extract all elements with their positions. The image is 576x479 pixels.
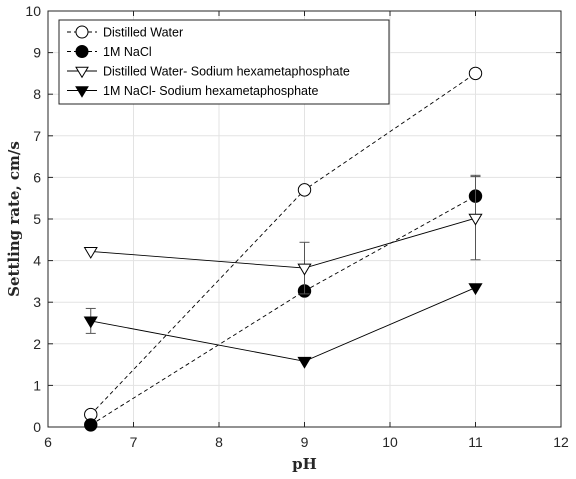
legend-entry: 1M NaCl- Sodium hexametaphosphate: [103, 84, 318, 98]
y-tick-label: 5: [33, 211, 41, 227]
y-tick-label: 4: [33, 253, 41, 269]
data-point: [83, 316, 98, 329]
data-point: [83, 247, 98, 259]
series-2: [84, 174, 483, 432]
y-tick-label: 10: [25, 3, 41, 19]
y-tick-label: 2: [33, 336, 41, 352]
x-tick-label: 11: [468, 434, 483, 450]
series-1: [84, 66, 483, 422]
y-tick-label: 3: [33, 294, 41, 310]
data-point: [297, 263, 312, 276]
data-point: [468, 213, 483, 226]
x-tick-label: 6: [44, 434, 52, 450]
y-tick-label: 1: [33, 377, 41, 393]
series-line: [90, 195, 476, 426]
y-tick-label: 7: [33, 128, 41, 144]
x-tick-label: 8: [215, 434, 223, 450]
legend-marker: [75, 25, 89, 39]
y-axis-label: Settling rate, cm/s: [5, 141, 23, 297]
series-line: [90, 287, 476, 362]
y-tick-label: 9: [33, 45, 41, 61]
series-line: [90, 73, 476, 415]
x-tick-label: 7: [130, 434, 138, 450]
x-tick-label: 12: [553, 434, 569, 450]
legend-marker: [75, 66, 89, 79]
y-tick-label: 8: [33, 86, 41, 102]
legend-marker: [75, 45, 89, 58]
legend-entry: Distilled Water- Sodium hexametaphosphat…: [103, 65, 350, 79]
legend: Distilled Water 1M NaCl Distilled Water- S…: [58, 19, 390, 105]
legend-box: [58, 19, 390, 105]
series-layer: [83, 66, 483, 432]
data-point: [468, 66, 483, 81]
data-point: [297, 356, 312, 369]
series-3: [83, 176, 483, 295]
legend-entry: 1M NaCl: [103, 45, 152, 59]
data-point: [297, 183, 312, 197]
data-point: [84, 418, 98, 432]
x-tick-label: 9: [301, 434, 309, 450]
x-axis-label: pH: [292, 455, 317, 473]
x-tick-label: 10: [382, 434, 398, 450]
y-tick-label: 0: [33, 419, 41, 435]
y-tick-label: 6: [33, 169, 41, 185]
data-point: [468, 283, 483, 296]
series-4: [83, 283, 483, 369]
legend-marker: [75, 86, 89, 98]
legend-entry: Distilled Water: [103, 26, 183, 40]
